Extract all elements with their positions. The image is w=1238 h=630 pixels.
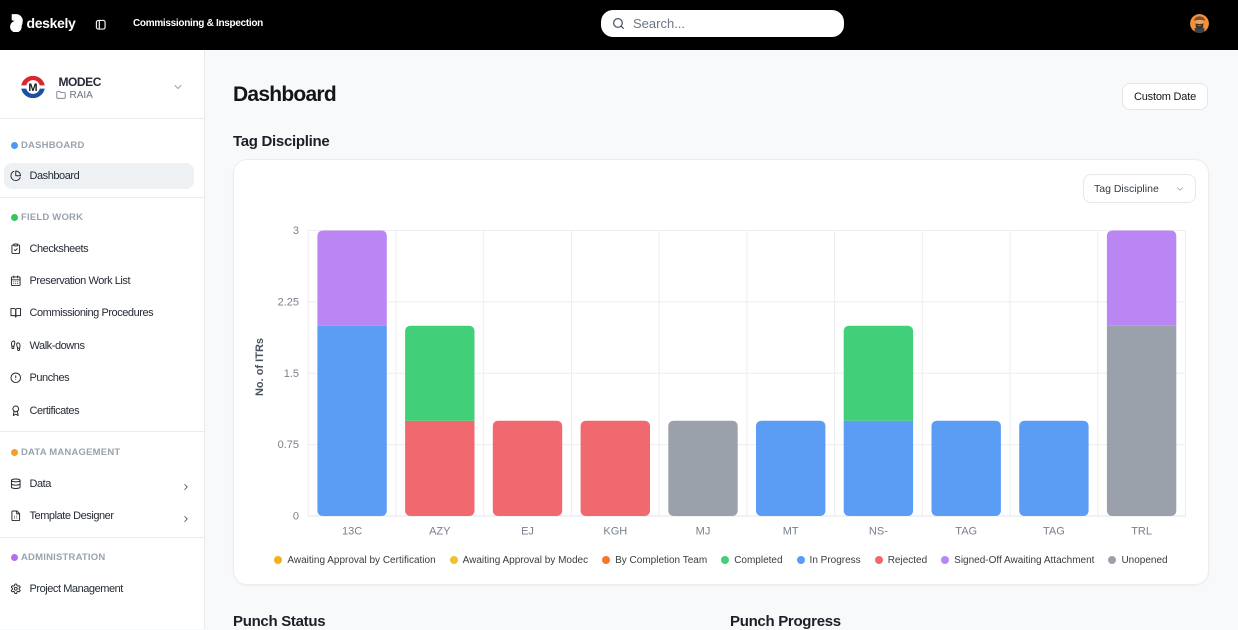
svg-text:KGH: KGH	[603, 526, 627, 538]
svg-text:M: M	[28, 82, 37, 94]
svg-text:TAG: TAG	[955, 526, 977, 538]
svg-text:MT: MT	[783, 526, 799, 538]
svg-text:0: 0	[293, 511, 299, 523]
svg-text:TRL: TRL	[1131, 526, 1152, 538]
svg-text:2.25: 2.25	[278, 296, 299, 308]
svg-text:NS-: NS-	[869, 526, 888, 538]
svg-text:1.5: 1.5	[284, 368, 299, 380]
svg-text:TAG: TAG	[1043, 526, 1065, 538]
svg-text:MJ: MJ	[696, 526, 711, 538]
svg-text:0.75: 0.75	[278, 439, 299, 451]
svg-text:3: 3	[293, 225, 299, 237]
svg-text:AZY: AZY	[429, 526, 451, 538]
svg-text:13C: 13C	[342, 526, 362, 538]
svg-text:EJ: EJ	[521, 526, 534, 538]
svg-text:No. of ITRs: No. of ITRs	[254, 338, 266, 396]
